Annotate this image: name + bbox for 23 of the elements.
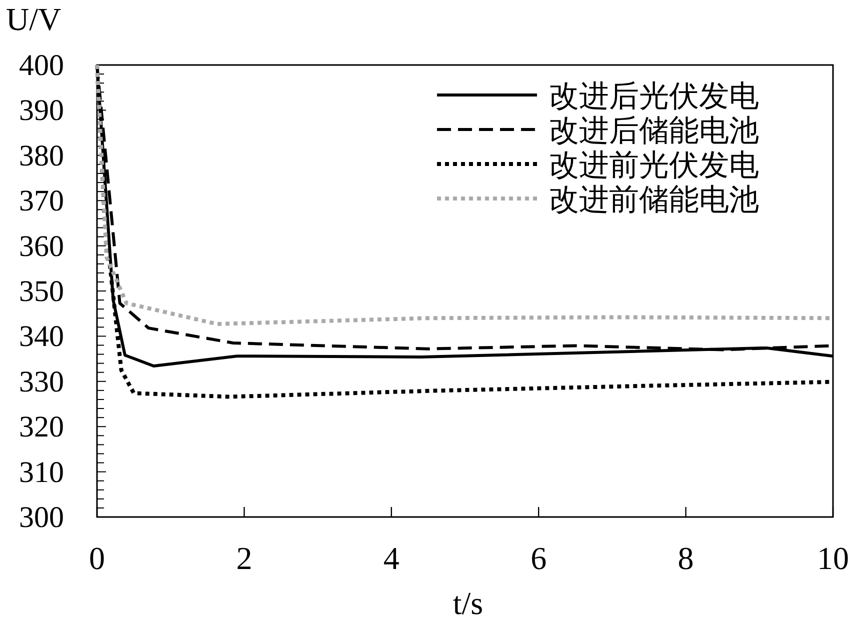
y-tick-label: 340 xyxy=(19,320,64,354)
x-tick-label: 8 xyxy=(678,540,694,576)
x-tick-label: 0 xyxy=(89,540,105,576)
y-tick-label: 360 xyxy=(19,230,64,263)
legend-label: 改进后光伏发电 xyxy=(549,80,759,113)
y-axis-title: U/V xyxy=(6,1,62,37)
legend-label: 改进前储能电池 xyxy=(549,184,759,216)
legend-label: 改进后储能电池 xyxy=(549,114,759,148)
y-tick-label: 400 xyxy=(19,49,64,82)
y-tick-label: 300 xyxy=(19,501,64,534)
legend-label: 改进前光伏发电 xyxy=(549,149,759,182)
x-tick-label: 6 xyxy=(530,540,547,576)
y-tick-label: 380 xyxy=(19,139,64,172)
x-tick-label: 2 xyxy=(236,540,252,576)
y-tick-label: 330 xyxy=(19,365,64,398)
y-tick-label: 350 xyxy=(19,275,64,308)
y-tick-label: 310 xyxy=(19,456,64,489)
y-tick-label: 390 xyxy=(19,94,64,128)
x-tick-label: 4 xyxy=(383,540,400,576)
y-tick-label: 370 xyxy=(19,184,64,218)
x-axis-title: t/s xyxy=(452,585,484,621)
y-tick-label: 320 xyxy=(19,410,64,444)
x-tick-label: 10 xyxy=(817,540,849,576)
